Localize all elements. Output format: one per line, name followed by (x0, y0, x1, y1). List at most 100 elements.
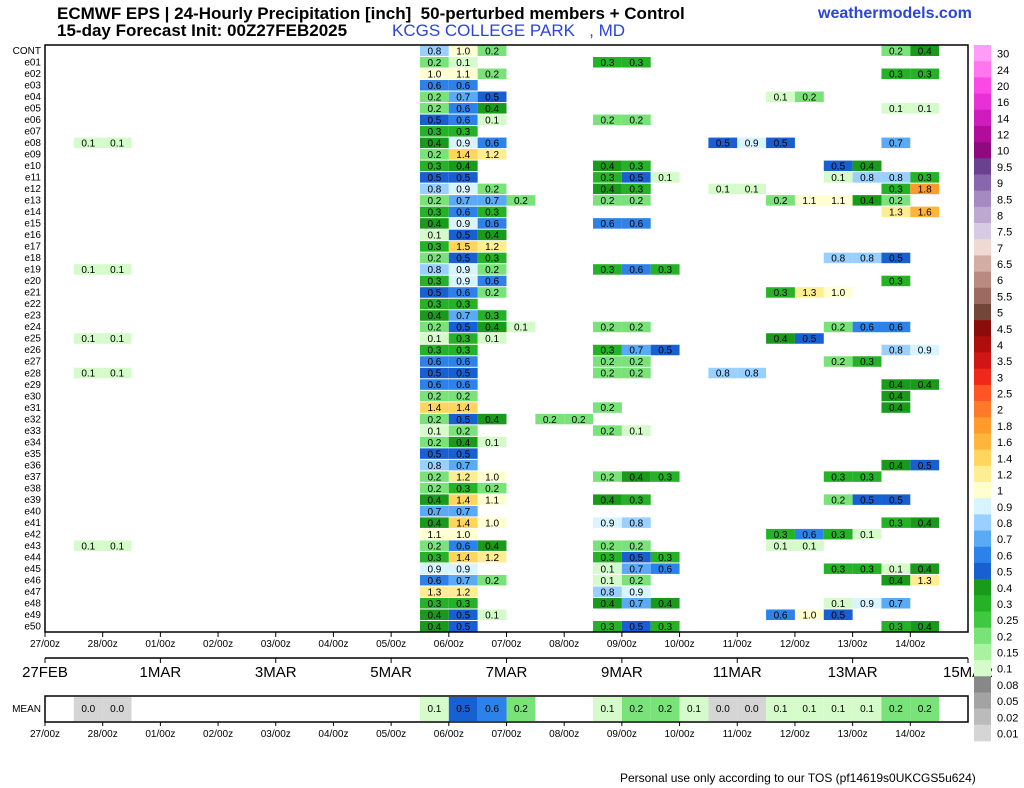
precip-cell (794, 333, 824, 344)
precip-cell (593, 344, 622, 356)
time-tick-label: 04/00z (318, 639, 348, 650)
precip-cell (419, 275, 449, 287)
precip-cell (621, 195, 651, 206)
precip-cell (448, 413, 478, 425)
precip-cell (881, 252, 911, 264)
cell-value: 0.5 (456, 622, 470, 633)
precip-cell (737, 183, 767, 195)
mean-cell (419, 697, 449, 721)
colorbar-swatch (974, 482, 991, 499)
time-tick-label: 28/00z (88, 639, 118, 650)
cell-value: 0.4 (889, 461, 903, 472)
precip-cell (419, 574, 449, 586)
colorbar-swatch (974, 498, 991, 515)
cell-value: 0.5 (427, 449, 441, 460)
cell-value: 0.6 (629, 265, 643, 276)
colorbar-label: 0.25 (997, 615, 1018, 627)
cell-value: 0.6 (456, 288, 470, 299)
mean-cell (910, 697, 940, 721)
cell-value: 0.3 (658, 622, 672, 633)
time-tick-label: 03/00z (261, 639, 291, 650)
precip-cell (419, 114, 449, 126)
cell-value: 0.8 (889, 346, 903, 357)
colorbar-label: 12 (997, 130, 1009, 142)
colorbar-label: 1.4 (997, 453, 1012, 465)
precip-cell (852, 195, 882, 206)
precip-cell (593, 471, 622, 482)
row-label: e27 (24, 357, 41, 368)
precip-cell (419, 68, 449, 80)
cell-value: 0.5 (485, 92, 499, 103)
colorbar-swatch (974, 417, 991, 434)
precip-cell (621, 494, 651, 505)
cell-value: 1.4 (456, 495, 470, 506)
cell-value: 0.1 (658, 173, 672, 184)
cell-value: 0.4 (427, 219, 441, 230)
colorbar-label: 0.01 (997, 728, 1018, 740)
cell-value: 0.5 (658, 346, 672, 357)
cell-value: 0.6 (774, 610, 788, 621)
cell-value: 0.3 (889, 277, 903, 288)
site-link[interactable]: weathermodels.com (818, 5, 972, 22)
precip-cell (419, 505, 449, 517)
colorbar-label: 4.5 (997, 324, 1012, 336)
cell-value: 0.7 (629, 599, 643, 610)
precip-cell (852, 252, 882, 264)
precip-cell (448, 379, 478, 390)
mean-tick-label: 09/00z (607, 729, 637, 740)
cell-value: 1.3 (427, 587, 441, 598)
terms-footer: Personal use only according to our TOS (… (620, 771, 976, 785)
time-tick-label: 27/00z (30, 639, 60, 650)
colorbar-label: 3 (997, 372, 1003, 384)
cell-value: 0.6 (658, 564, 672, 575)
cell-value: 0.1 (831, 599, 845, 610)
precip-cell (881, 620, 911, 632)
time-tick-label: 01/00z (145, 639, 175, 650)
precip-cell (448, 505, 478, 517)
precip-cell (477, 540, 507, 551)
cell-value: 0.7 (889, 599, 903, 610)
colorbar-label: 0.2 (997, 631, 1012, 643)
precip-cell (448, 609, 478, 620)
cell-value: 0.3 (485, 254, 499, 265)
precip-cell (448, 436, 478, 448)
precip-cell (448, 206, 478, 218)
precip-cell (593, 356, 622, 367)
precip-cell (419, 137, 449, 149)
precip-cell (593, 586, 622, 597)
date-tick-label: 3MAR (255, 664, 297, 681)
date-tick-label: 11MAR (713, 664, 762, 681)
precip-cell (419, 57, 449, 68)
mean-cell (852, 697, 882, 721)
colorbar-swatch (974, 514, 991, 531)
colorbar-label: 2 (997, 405, 1003, 417)
cell-value: 0.4 (918, 380, 932, 391)
precip-cell (766, 137, 795, 149)
colorbar-swatch (974, 433, 991, 450)
row-label: e20 (24, 276, 41, 287)
row-label: e04 (24, 92, 41, 103)
cell-value: 0.1 (485, 334, 499, 345)
cell-value: 0.2 (485, 484, 499, 495)
cell-value: 0.2 (601, 472, 615, 483)
colorbar-swatch (974, 336, 991, 353)
precip-cell (448, 344, 478, 356)
precip-cell (477, 482, 507, 494)
cell-value: 0.4 (889, 576, 903, 587)
colorbar-label: 0.4 (997, 583, 1012, 595)
mean-cell (650, 697, 680, 721)
chart-title: ECMWF EPS | 24-Hourly Precipitation [inc… (57, 4, 685, 23)
colorbar-label: 3.5 (997, 356, 1012, 368)
precip-cell (910, 344, 940, 356)
mean-cell (881, 697, 911, 721)
precip-cell (881, 390, 911, 402)
cell-value: 0.5 (716, 139, 730, 150)
precip-cell (448, 126, 478, 137)
cell-value: 0.1 (485, 115, 499, 126)
cell-value: 0.4 (485, 323, 499, 334)
time-tick-label: 09/00z (607, 639, 637, 650)
precip-cell (477, 103, 507, 114)
mean-cell (73, 697, 103, 721)
cell-value: 0.3 (456, 127, 470, 138)
colorbar-label: 0.5 (997, 567, 1012, 579)
